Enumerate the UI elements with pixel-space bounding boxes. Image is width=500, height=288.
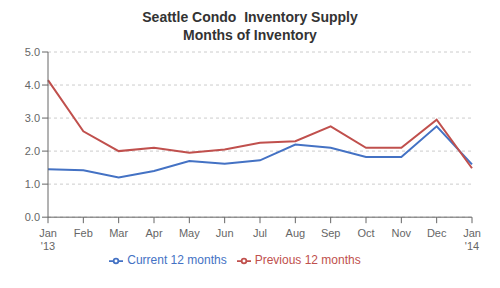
html-text:Months of Inventory: Months of Inventory [183, 27, 317, 43]
svg-text:4.0: 4.0 [25, 79, 40, 91]
svg-text:5.0: 5.0 [25, 46, 40, 58]
svg-text:Dec: Dec [427, 227, 447, 239]
svg-text:Jun: Jun [216, 227, 234, 239]
svg-text:Jul: Jul [253, 227, 267, 239]
svg-text:Jan'14: Jan'14 [463, 227, 481, 252]
svg-text:Feb: Feb [74, 227, 93, 239]
svg-text:Nov: Nov [392, 227, 412, 239]
svg-text:Sep: Sep [321, 227, 341, 239]
svg-text:Apr: Apr [145, 227, 162, 239]
svg-text:May: May [179, 227, 200, 239]
html-text:Current 12 months: Current 12 months [127, 253, 227, 268]
svg-text:Jan'13: Jan'13 [39, 227, 57, 252]
svg-text:Mar: Mar [109, 227, 128, 239]
html-text:Previous 12 months: Previous 12 months [254, 253, 361, 268]
svg-text:1.0: 1.0 [25, 178, 40, 190]
svg-text:2.0: 2.0 [25, 145, 40, 157]
svg-text:Oct: Oct [357, 227, 374, 239]
svg-text:3.0: 3.0 [25, 112, 40, 124]
svg-text:0.0: 0.0 [25, 211, 40, 223]
svg-text:Aug: Aug [286, 227, 306, 239]
html-text:Seattle Condo Inventory Supply: Seattle Condo Inventory Supply [142, 9, 358, 25]
